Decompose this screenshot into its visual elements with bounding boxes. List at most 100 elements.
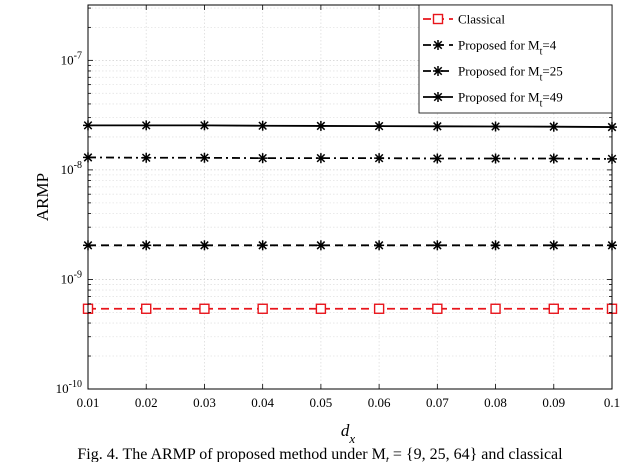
data-point: [490, 121, 501, 132]
marker-stroke: [200, 121, 209, 130]
legend-label: Proposed for Mt=4: [458, 38, 557, 58]
data-point: [141, 152, 152, 163]
marker-stroke: [316, 153, 326, 163]
marker-stroke: [258, 241, 267, 250]
data-point: [490, 303, 501, 314]
marker-stroke: [433, 122, 442, 131]
marker-stroke: [316, 241, 326, 250]
data-point: [257, 153, 268, 164]
data-point: [374, 240, 385, 251]
series-0: [82, 303, 618, 314]
legend-box: [418, 4, 613, 114]
data-point: [199, 240, 210, 251]
legend: Classical Proposed for Mt=4 Proposed for M…: [418, 4, 613, 114]
legend-entry: Proposed for Mt=4: [423, 38, 557, 58]
x-tick-label: 0.07: [426, 395, 449, 410]
marker-stroke: [200, 241, 209, 250]
data-point: [257, 240, 268, 251]
figure-caption: Fig. 4. The ARMP of proposed method unde…: [0, 446, 640, 462]
marker-stroke: [258, 153, 267, 163]
data-point: [257, 120, 268, 131]
x-axis-title-main: d: [341, 421, 350, 440]
data-point: [548, 240, 559, 251]
data-point: [432, 153, 443, 164]
data-point: [315, 303, 327, 314]
data-point: [257, 303, 268, 314]
data-point: [315, 120, 326, 131]
y-axis-title: ARMP: [33, 173, 52, 221]
data-point: [548, 153, 559, 164]
legend-label: Proposed for Mt=25: [458, 64, 563, 84]
marker-stroke: [141, 121, 151, 130]
legend-marker: [432, 13, 444, 25]
marker-stroke: [491, 154, 500, 163]
x-tick-label: 0.01: [77, 395, 100, 410]
x-tick-label: 0.03: [193, 395, 216, 410]
legend-entry: Proposed for Mt=25: [423, 64, 563, 84]
marker-stroke: [433, 66, 443, 76]
marker-stroke: [141, 153, 151, 163]
data-point: [315, 153, 326, 164]
series-1: [83, 240, 617, 251]
legend-entry: Proposed for Mt=49: [423, 90, 563, 110]
x-axis-title: dx: [341, 421, 356, 446]
legend-entry: Classical: [423, 12, 505, 27]
marker-stroke: [316, 121, 326, 131]
data-point: [432, 240, 443, 251]
caption-subscript: t: [385, 454, 389, 462]
x-tick-label: 0.08: [484, 395, 507, 410]
marker-stroke: [433, 154, 442, 163]
marker-stroke: [491, 122, 500, 131]
marker-stroke: [549, 241, 559, 250]
series-2: [83, 152, 617, 164]
x-tick-label: 0.02: [135, 395, 158, 410]
data-point: [199, 152, 210, 163]
marker-stroke: [200, 153, 209, 163]
marker-stroke: [549, 122, 559, 131]
data-point: [141, 120, 152, 131]
data-point: [490, 153, 501, 164]
marker-stroke: [491, 241, 500, 250]
marker-stroke: [433, 40, 443, 50]
data-point: [141, 303, 152, 314]
data-point: [199, 303, 210, 314]
data-point: [141, 240, 152, 251]
legend-marker: [433, 92, 443, 102]
x-tick-label: 0.1: [604, 395, 620, 410]
marker-stroke: [374, 121, 384, 131]
x-tick-label: 0.04: [251, 395, 274, 410]
legend-label: Proposed for Mt=49: [458, 90, 563, 110]
x-axis-title-subscript: x: [348, 431, 355, 446]
x-tick-label: 0.05: [310, 395, 333, 410]
legend-marker: [433, 66, 443, 76]
series-line: [87, 156, 613, 160]
marker-stroke: [258, 121, 267, 131]
data-point: [315, 240, 326, 251]
data-point: [373, 303, 385, 314]
axis-labels: 0.01 0.02 0.03 0.04 0.05 0.06 0.07 0.08 0.09 0.1 1…: [56, 50, 620, 410]
marker-stroke: [374, 241, 384, 250]
series-line: [88, 124, 613, 128]
y-tick-label: 10-8: [61, 160, 82, 177]
data-point: [490, 240, 501, 251]
data-point: [199, 120, 210, 131]
marker-stroke: [141, 241, 151, 250]
data-point: [548, 303, 559, 314]
x-tick-label: 0.09: [542, 395, 565, 410]
marker-stroke: [433, 92, 443, 102]
data-point: [374, 153, 385, 164]
data-point: [432, 121, 443, 132]
x-tick-label: 0.06: [368, 395, 391, 410]
marker-stroke: [433, 241, 442, 250]
data-point: [548, 121, 559, 132]
caption-suffix: = {9, 25, 64} and classical: [388, 446, 563, 462]
marker-stroke: [374, 153, 384, 163]
plot-frame: [87, 4, 613, 390]
y-tick-label: 10-10: [56, 379, 82, 396]
marker-stroke: [549, 154, 559, 163]
y-tick-label: 10-7: [61, 50, 82, 67]
data-point: [374, 121, 385, 132]
data-point: [432, 303, 443, 314]
legend-marker: [433, 40, 443, 50]
